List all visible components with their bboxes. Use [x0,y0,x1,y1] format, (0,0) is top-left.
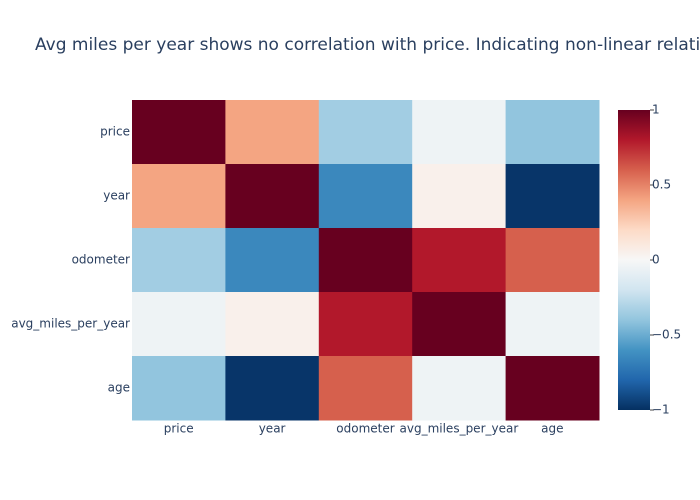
heatmap-cell [412,100,507,165]
y-tick-label: odometer [72,253,130,267]
chart-title: Avg miles per year shows no correlation … [35,35,700,55]
heatmap-cell [132,164,226,229]
colorbar [618,110,650,410]
heatmap-cell [412,356,507,421]
heatmap-cell [132,100,226,165]
colorbar-tick-label: −0.5 [652,328,681,342]
heatmap-cell [225,164,320,229]
y-tick-label: age [108,381,130,395]
heatmap-cell [412,228,507,293]
x-tick-label: price [164,422,194,436]
heatmap-cell [505,292,600,357]
heatmap-cell [132,356,226,421]
heatmap-cell [505,164,600,229]
x-tick-label: year [259,422,286,436]
heatmap-cell [318,228,413,293]
y-tick-label: price [100,125,130,139]
heatmap-cell [505,228,600,293]
heatmap-cell [318,100,413,165]
colorbar-tick-label: 1 [652,103,660,117]
heatmap-cell [505,100,600,165]
heatmap-cell [318,164,413,229]
heatmap-cell [132,228,226,293]
x-tick-label: age [541,422,563,436]
heatmap-cell [225,356,320,421]
x-tick-label: odometer [336,422,394,436]
colorbar-tick-label: −1 [652,403,670,417]
heatmap-cell [412,164,507,229]
y-tick-label: avg_miles_per_year [11,317,130,331]
colorbar-tick-label: 0.5 [652,178,671,192]
x-tick-label: avg_miles_per_year [400,422,519,436]
heatmap-cell [225,228,320,293]
heatmap-cell [132,292,226,357]
heatmap-cell [225,100,320,165]
heatmap-cell [318,356,413,421]
heatmap-cell [505,356,600,421]
heatmap-cell [412,292,507,357]
y-tick-label: year [103,189,130,203]
heatmap-cell [318,292,413,357]
heatmap-cell [225,292,320,357]
colorbar-tick-label: 0 [652,253,660,267]
